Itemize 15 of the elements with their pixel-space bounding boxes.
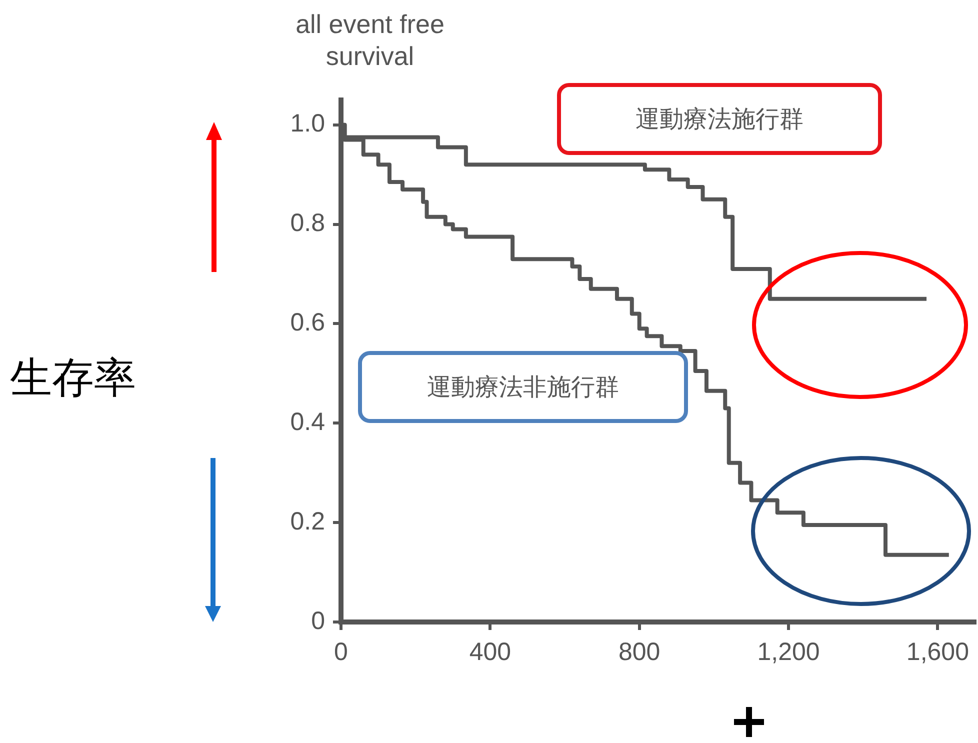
y-tick-label: 1.0: [290, 110, 325, 138]
x-tick-label: 1,200: [757, 638, 820, 666]
y-tick-label: 0.2: [290, 507, 325, 536]
x-tick-label: 1,600: [906, 638, 969, 666]
y-tick-label: 0.8: [290, 209, 325, 238]
y-tick-label: 0.4: [290, 408, 326, 436]
y-tick-label: 0.6: [290, 308, 325, 337]
series-label: 運動療法施行群: [557, 83, 882, 155]
x-tick-label: 400: [469, 638, 512, 666]
x-tick-label: 0: [334, 638, 348, 666]
series-label: 運動療法非施行群: [358, 351, 688, 423]
x-tick-label: 800: [618, 638, 660, 666]
y-axis-title: 生存率: [10, 352, 136, 404]
y-tick-label: 0: [311, 606, 325, 635]
chart-title: all event free survival: [294, 8, 446, 72]
